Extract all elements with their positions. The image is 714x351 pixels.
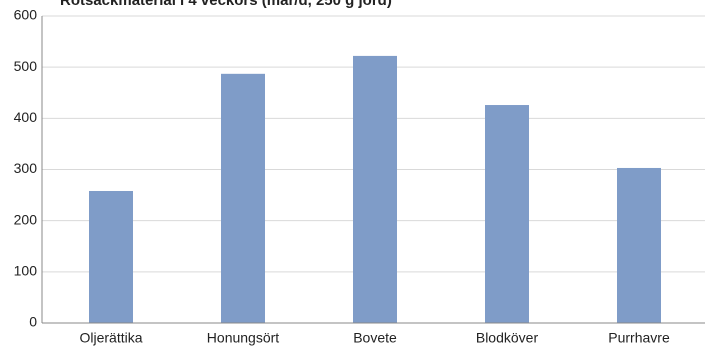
y-tick-label: 500 <box>14 58 38 74</box>
x-tick-label: Bovete <box>353 330 397 346</box>
bar <box>617 167 661 323</box>
chart-title: Rotsäckmaterial i 4 veckors (mar/d, 250 … <box>60 0 392 9</box>
bar <box>221 73 265 324</box>
x-tick-label: Oljerättika <box>79 330 142 346</box>
y-tick-label: 600 <box>14 7 38 23</box>
y-tick-label: 200 <box>14 211 38 227</box>
x-tick-label: Blodköver <box>476 330 539 346</box>
y-tick-label: 0 <box>29 314 37 330</box>
bar <box>485 105 529 323</box>
y-tick-label: 300 <box>14 160 38 176</box>
bar <box>89 190 133 323</box>
x-tick-label: Purrhavre <box>608 330 670 346</box>
y-tick-label: 100 <box>14 263 38 279</box>
bar <box>353 55 397 323</box>
y-tick-label: 400 <box>14 109 38 125</box>
x-tick-label: Honungsört <box>207 330 279 346</box>
